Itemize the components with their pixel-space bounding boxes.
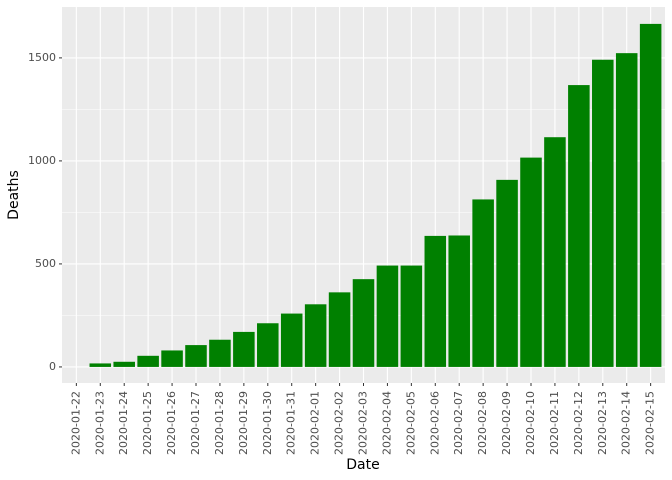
bar — [520, 157, 542, 367]
bar — [615, 53, 638, 367]
bar — [568, 85, 590, 367]
x-tick-label: 2020-01-31 — [285, 391, 298, 455]
x-tick-label: 2020-01-30 — [261, 391, 274, 455]
bar — [472, 199, 494, 367]
x-tick-label: 2020-02-03 — [357, 391, 370, 455]
x-tick-label: 2020-02-10 — [524, 391, 537, 455]
x-axis-title: Date — [346, 457, 379, 473]
bar — [544, 137, 566, 367]
y-tick-label: 1000 — [28, 154, 56, 167]
x-tick-label: 2020-01-27 — [189, 391, 202, 455]
x-tick-label: 2020-02-05 — [404, 391, 417, 455]
bar — [137, 355, 159, 367]
x-tick-label: 2020-02-07 — [452, 391, 465, 455]
bar — [328, 292, 351, 367]
bar — [209, 339, 231, 367]
bar — [376, 265, 399, 367]
x-tick-label: 2020-02-12 — [572, 391, 585, 455]
bar — [161, 350, 183, 367]
y-tick-label: 1500 — [28, 51, 56, 64]
y-tick-label: 500 — [35, 257, 56, 270]
x-tick-label: 2020-02-08 — [476, 391, 489, 455]
bar — [89, 363, 112, 367]
bar — [424, 235, 447, 367]
y-tick-label: 0 — [49, 360, 56, 373]
x-tick-label: 2020-02-09 — [500, 391, 513, 455]
x-tick-label: 2020-01-22 — [69, 391, 82, 455]
bar — [257, 323, 279, 367]
bar — [304, 304, 327, 367]
x-tick-label: 2020-02-01 — [309, 391, 322, 455]
x-tick-label: 2020-01-24 — [117, 391, 130, 455]
y-axis-title: Deaths — [6, 170, 22, 220]
x-tick-label: 2020-02-13 — [596, 391, 609, 455]
x-tick-label: 2020-01-29 — [237, 391, 250, 455]
bar — [280, 313, 303, 367]
x-tick-label: 2020-01-28 — [213, 391, 226, 455]
x-tick-label: 2020-01-26 — [165, 391, 178, 455]
x-tick-label: 2020-02-06 — [428, 391, 441, 455]
bar — [233, 331, 255, 367]
x-tick-label: 2020-02-02 — [333, 391, 346, 455]
x-tick-label: 2020-02-04 — [380, 391, 393, 455]
bar — [185, 345, 207, 367]
bar — [448, 235, 470, 367]
x-tick-label: 2020-02-11 — [548, 391, 561, 455]
bar — [592, 59, 614, 367]
x-tick-label: 2020-01-25 — [141, 391, 154, 455]
x-tick-label: 2020-01-23 — [93, 391, 106, 455]
bar — [400, 265, 423, 367]
bar — [352, 279, 375, 367]
bar — [113, 361, 135, 367]
bar — [496, 179, 518, 367]
x-tick-label: 2020-02-15 — [644, 391, 657, 455]
bar — [639, 23, 662, 367]
x-tick-label: 2020-02-14 — [620, 391, 633, 455]
